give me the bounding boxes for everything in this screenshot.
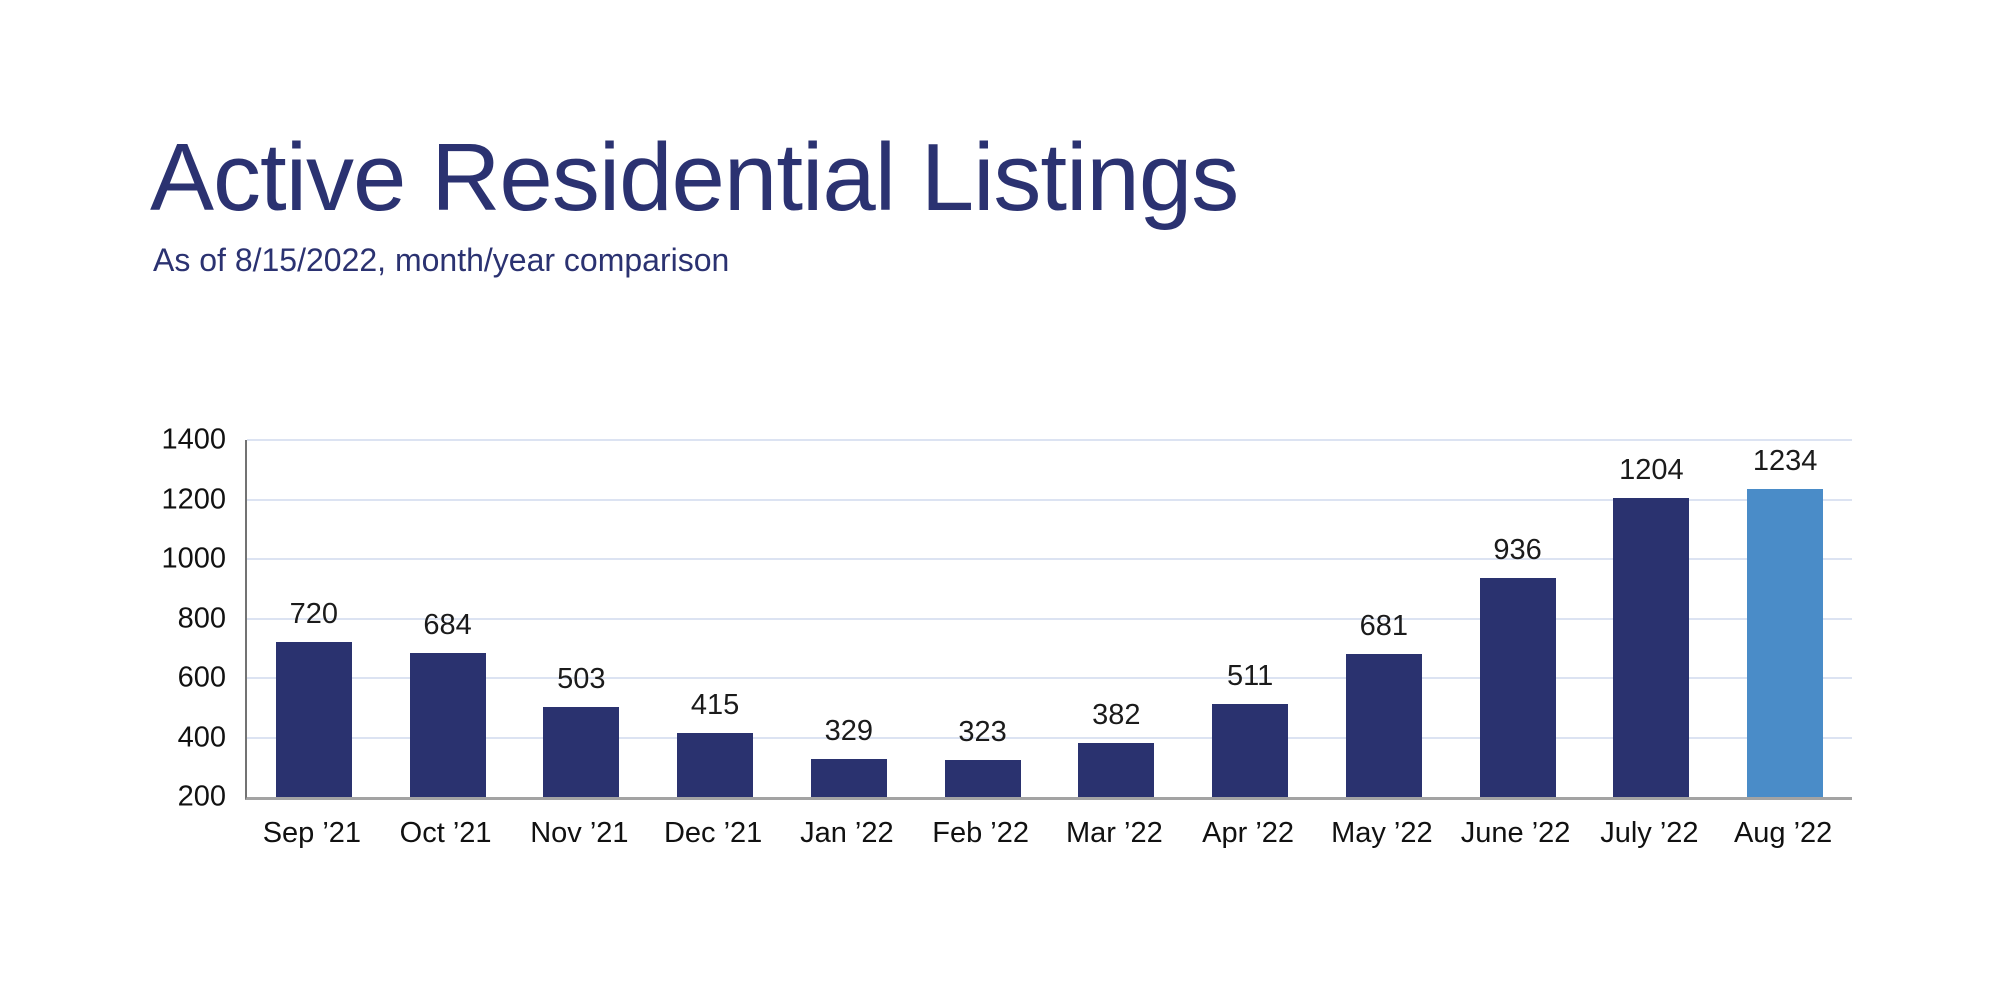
y-axis: 200 400 600 800 1000 1200 1400: [100, 425, 226, 811]
bar-Dec ’21: [677, 733, 754, 797]
bar-slot: 511: [1183, 440, 1317, 797]
chart-title: Active Residential Listings: [150, 124, 1239, 231]
bar-Mar ’22: [1078, 742, 1155, 797]
bar-value-label: 382: [1092, 698, 1141, 731]
x-tick-label: Jan ’22: [800, 817, 894, 849]
bar-value-label: 415: [690, 689, 740, 722]
x-axis: Sep ’21 Oct ’21 Nov ’21 Dec ’21 Jan ’22 Feb ’…: [245, 816, 1850, 856]
y-tick-label: 400: [177, 721, 226, 753]
bar-slot: 415: [648, 440, 782, 797]
bar-June ’22: [1479, 578, 1556, 797]
bar-Sep ’21: [275, 642, 352, 797]
bar-slot: 1204: [1585, 440, 1719, 797]
bar-Apr ’22: [1212, 704, 1289, 797]
bar-value-label: 329: [824, 714, 874, 747]
bar-slot: 936: [1451, 440, 1585, 797]
y-tick-label: 1200: [161, 483, 226, 515]
x-tick-label: June ’22: [1460, 817, 1571, 849]
bar-May ’22: [1345, 653, 1422, 797]
x-tick-label: July ’22: [1600, 817, 1699, 849]
y-tick-label: 600: [177, 661, 226, 694]
gridline-1400: [247, 439, 1852, 441]
bar-slot: 681: [1317, 440, 1451, 797]
bar-value-label: 1234: [1752, 445, 1818, 478]
y-tick-label: 200: [177, 780, 226, 813]
gridline-600: [247, 677, 1852, 679]
bar-value-label: 720: [289, 598, 339, 631]
bar-value-label: 511: [1227, 660, 1274, 693]
gridline-800: [247, 617, 1852, 620]
gridline-1000: [247, 558, 1852, 560]
x-tick-label: Sep ’21: [262, 817, 362, 849]
bar-slot: 503: [514, 440, 648, 797]
x-tick-label: May ’22: [1331, 817, 1433, 849]
y-tick-label: 800: [177, 602, 226, 634]
bar-value-label: 936: [1493, 534, 1542, 567]
bar-slot: 720: [247, 440, 381, 797]
bar-Nov ’21: [543, 706, 620, 797]
bar-Jan ’22: [810, 758, 887, 797]
x-tick-label: Apr ’22: [1202, 817, 1295, 849]
bar-Aug ’22: [1747, 489, 1824, 797]
x-tick-label: Aug ’22: [1733, 817, 1833, 849]
bar-Oct ’21: [409, 653, 486, 797]
bar-slot: 382: [1050, 440, 1184, 797]
bar-value-label: 684: [423, 609, 472, 642]
bar-slot: 1234: [1718, 440, 1852, 797]
bar-slot: 323: [916, 440, 1050, 797]
bar-slot: 329: [782, 440, 916, 797]
x-tick-label: Oct ’21: [399, 817, 492, 849]
y-tick-label: 1400: [161, 423, 226, 456]
bar-value-label: 503: [557, 662, 606, 695]
bar-value-label: 1204: [1619, 454, 1684, 487]
y-tick-label: 1000: [161, 542, 226, 575]
plot-area: 720 684 503 415 329 323 382 511 681 936 1204 1234: [245, 439, 1852, 800]
chart-subtitle: As of 8/15/2022, month/year comparison: [153, 242, 730, 278]
x-tick-label: Feb ’22: [932, 817, 1029, 849]
bar-Feb ’22: [944, 760, 1021, 797]
bar-value-label: 323: [958, 716, 1007, 749]
x-tick-label: Nov ’21: [530, 817, 629, 849]
x-tick-label: Mar ’22: [1066, 817, 1163, 849]
bar-slot: 684: [381, 440, 515, 797]
bar-value-label: 681: [1359, 609, 1409, 642]
x-tick-label: Dec ’21: [663, 817, 763, 849]
bar-July ’22: [1613, 498, 1690, 797]
gridline-400: [247, 736, 1852, 739]
gridline-1200: [247, 498, 1852, 501]
